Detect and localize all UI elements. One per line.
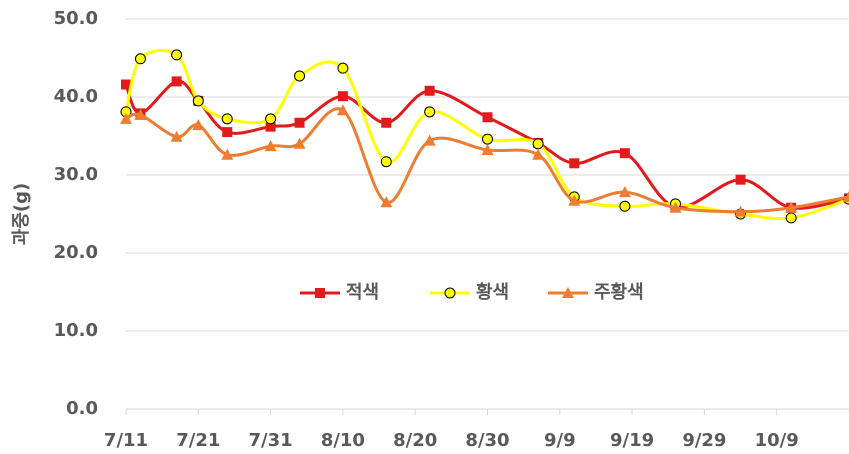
x-tick-label: 8/10 — [321, 430, 365, 451]
marker — [424, 85, 435, 96]
marker — [337, 62, 349, 74]
x-tick-label: 7/31 — [249, 430, 293, 451]
marker — [669, 201, 682, 213]
marker — [337, 91, 348, 102]
y-tick-label: 20.0 — [54, 242, 98, 263]
y-tick-label: 30.0 — [54, 164, 98, 185]
marker — [568, 194, 581, 206]
x-tick-label: 10/9 — [755, 430, 799, 451]
marker — [265, 121, 276, 132]
marker — [380, 196, 393, 208]
marker — [735, 174, 746, 185]
marker — [265, 113, 277, 125]
marker — [481, 144, 494, 156]
marker — [619, 148, 630, 159]
marker — [532, 138, 544, 150]
marker — [843, 190, 849, 202]
marker — [221, 113, 233, 125]
x-tick-label: 8/30 — [465, 430, 509, 451]
marker — [134, 108, 147, 120]
line — [125, 107, 849, 214]
marker — [171, 76, 182, 87]
marker — [170, 130, 183, 142]
marker — [315, 288, 325, 298]
marker — [336, 104, 349, 116]
x-tick-label: 9/9 — [544, 430, 576, 451]
x-tick-label: 9/29 — [682, 430, 726, 451]
marker — [444, 287, 456, 299]
legend-label: 적색 — [346, 282, 379, 303]
marker — [381, 117, 392, 128]
y-tick-label: 40.0 — [54, 86, 98, 107]
marker — [424, 106, 436, 118]
y-tick-label: 10.0 — [54, 320, 98, 341]
y-tick-label: 0.0 — [66, 398, 98, 419]
y-tick-label: 50.0 — [54, 8, 98, 29]
marker — [380, 156, 392, 168]
marker — [171, 49, 183, 61]
marker — [532, 148, 545, 160]
x-tick-label: 9/19 — [610, 430, 654, 451]
marker — [785, 201, 798, 213]
marker — [482, 133, 493, 145]
marker — [120, 112, 132, 124]
marker — [192, 119, 205, 131]
legend-label: 주황색 — [594, 282, 644, 303]
marker — [423, 134, 436, 146]
marker — [618, 186, 631, 198]
marker — [293, 137, 306, 149]
marker — [785, 212, 797, 224]
marker — [569, 158, 580, 169]
y-axis-label: 과중(g) — [11, 183, 32, 245]
marker — [562, 287, 574, 298]
marker — [134, 53, 146, 65]
marker — [482, 112, 493, 123]
marker — [121, 79, 131, 90]
marker — [222, 127, 233, 138]
marker — [221, 148, 234, 160]
series — [120, 104, 849, 217]
marker — [734, 205, 747, 217]
marker — [294, 70, 306, 82]
marker — [192, 95, 204, 107]
x-tick-label: 7/21 — [176, 430, 220, 451]
marker — [264, 140, 277, 152]
legend-label: 황색 — [476, 282, 509, 303]
x-tick-label: 8/20 — [393, 430, 437, 451]
marker — [294, 117, 305, 128]
marker — [619, 200, 631, 212]
x-tick-label: 7/11 — [104, 430, 148, 451]
